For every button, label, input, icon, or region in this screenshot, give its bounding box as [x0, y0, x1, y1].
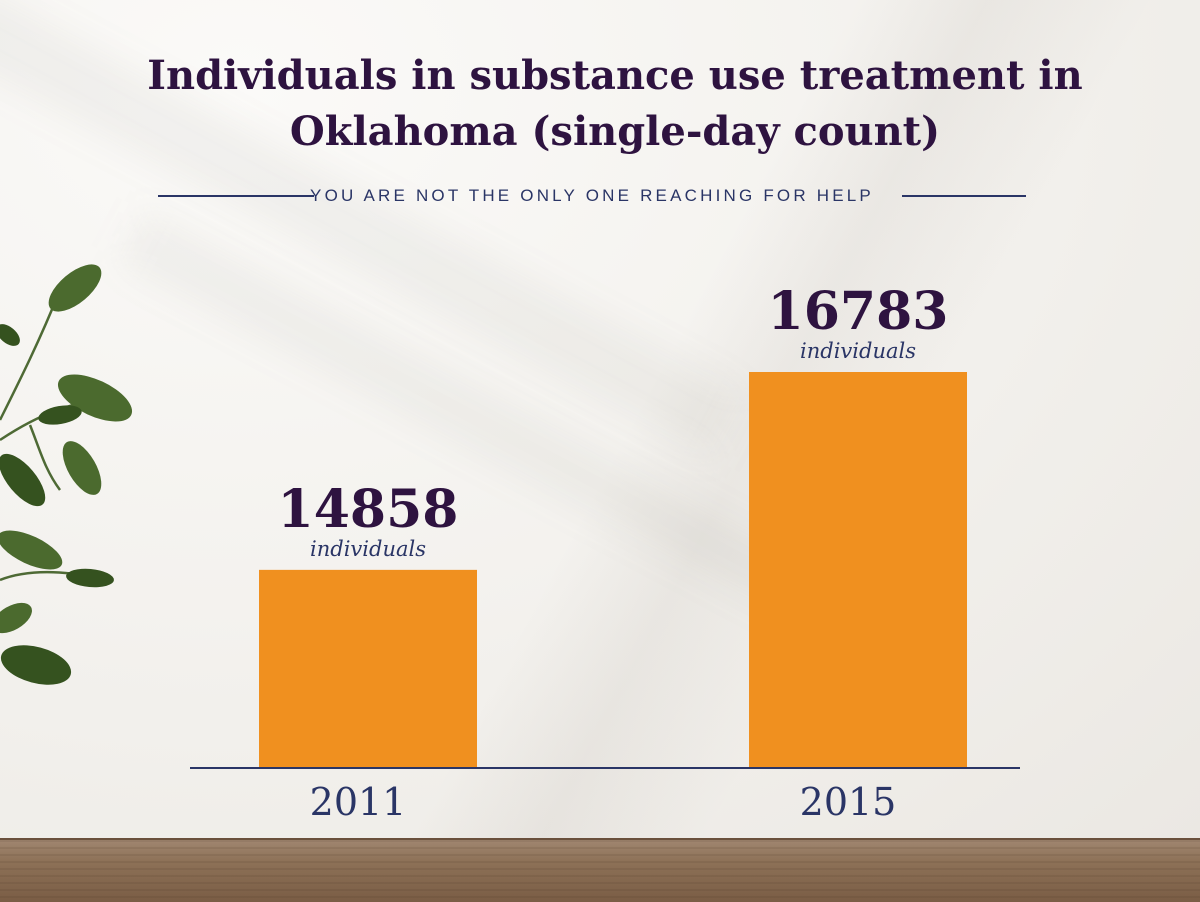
data-label-value: 16783 [768, 281, 949, 342]
bar-2015 [749, 372, 967, 767]
chart-subtitle: YOU ARE NOT THE ONLY ONE REACHING FOR HE… [310, 186, 874, 205]
plant-leaves-icon [0, 264, 133, 685]
subtitle-rule-right [902, 195, 1026, 197]
chart-title: Individuals in substance use treatment i… [147, 52, 1083, 155]
subtitle-rule-left [158, 195, 314, 197]
data-label-unit: individuals [310, 537, 426, 561]
data-label-unit: individuals [800, 339, 916, 363]
background-wall [0, 0, 1200, 838]
data-label-value: 14858 [278, 479, 459, 540]
wooden-tabletop [0, 838, 1200, 902]
bar-2011 [259, 569, 477, 767]
x-tick-label: 2011 [310, 780, 407, 824]
x-tick-label: 2015 [800, 780, 897, 824]
subtitle-row: YOU ARE NOT THE ONLY ONE REACHING FOR HE… [158, 183, 1026, 209]
